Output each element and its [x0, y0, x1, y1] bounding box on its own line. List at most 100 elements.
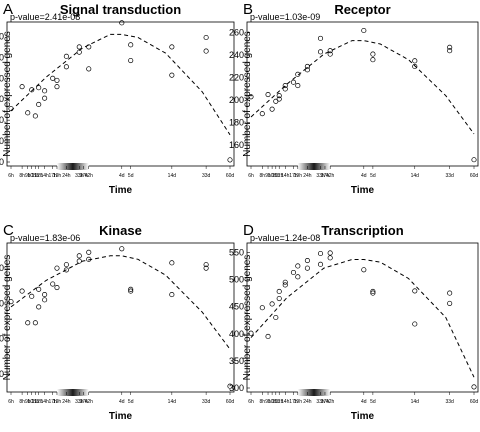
data-point [370, 57, 376, 63]
y-tick-label: 500 [229, 275, 244, 285]
data-point [304, 67, 310, 73]
x-tick-label: 5d [128, 399, 134, 405]
data-point [119, 246, 125, 252]
x-tick-label: 8h [260, 173, 266, 179]
y-tick-label: 220 [0, 298, 4, 308]
x-tick-label: 14d [168, 173, 177, 179]
x-tick-label: 60d [470, 173, 479, 179]
x-tick-label: 33d [446, 173, 455, 179]
x-tick-label: 24h [62, 399, 71, 405]
data-point [361, 267, 367, 273]
data-point [128, 286, 134, 292]
x-tick-label: 60d [470, 399, 479, 405]
data-point [370, 288, 376, 295]
y-tick-label: 160 [0, 157, 4, 167]
data-point [295, 274, 301, 280]
y-tick-label: 240 [0, 73, 4, 83]
data-point [273, 314, 279, 321]
data-point [50, 281, 56, 287]
data-point [54, 84, 60, 90]
data-point [42, 88, 48, 94]
x-tick-label: 12h [35, 399, 44, 405]
x-tick-label: 6h [248, 399, 254, 405]
x-tick-label: 5d [128, 173, 134, 179]
data-point [76, 49, 82, 55]
x-tick-label: 10h [268, 173, 277, 179]
y-tick-label: 400 [229, 329, 244, 339]
time-gradient-band [56, 389, 89, 396]
x-tick-label: 5d [370, 399, 376, 405]
x-tick-label: 42h [85, 399, 94, 405]
data-point [269, 301, 275, 307]
x-axis-label: Time [109, 185, 133, 196]
x-tick-label: 9h [265, 173, 271, 179]
data-point [317, 35, 324, 41]
data-point [265, 333, 271, 340]
y-tick-label: 350 [229, 356, 244, 366]
data-point [86, 249, 92, 255]
fit-curve [10, 255, 231, 350]
data-point [36, 85, 42, 91]
x-tick-label: 17h [49, 399, 58, 405]
x-tick-label: 10h [28, 399, 37, 405]
data-point [50, 75, 56, 81]
data-point [227, 383, 233, 389]
y-tick-label: 180 [0, 136, 4, 146]
data-point [276, 96, 282, 102]
x-tick-label: 60d [226, 399, 235, 405]
data-point [361, 27, 367, 34]
x-tick-label: 33h [75, 173, 84, 179]
data-point [447, 290, 453, 296]
data-point [8, 106, 14, 112]
x-tick-label: 37h [79, 399, 88, 405]
x-tick-label: 8h [19, 173, 25, 179]
data-point [128, 288, 134, 294]
data-point [276, 288, 282, 295]
x-tick-label: 14d [411, 173, 420, 179]
x-tick-label: 19h [294, 173, 303, 179]
x-tick-label: 14h [281, 399, 290, 405]
data-point [54, 77, 60, 83]
data-point [317, 250, 324, 257]
x-tick-label: 19h [53, 173, 62, 179]
x-tick-label: 42h [85, 173, 94, 179]
data-point [36, 101, 42, 108]
data-point [227, 157, 233, 163]
data-point [169, 44, 175, 50]
y-tick-label: 260 [0, 52, 4, 62]
plot-frame [246, 21, 479, 167]
data-point [471, 384, 477, 390]
data-point [412, 321, 418, 327]
x-tick-label: 12h [275, 399, 284, 405]
data-point [19, 288, 25, 294]
data-point [327, 48, 333, 54]
data-point [248, 94, 254, 100]
data-point [63, 262, 69, 268]
data-point [76, 258, 82, 264]
data-point [447, 44, 453, 50]
data-point [282, 282, 288, 288]
data-point [63, 64, 69, 70]
y-axis-label: Number of expressed genes [242, 31, 253, 157]
fit-curve [250, 259, 475, 378]
x-tick-label: 17h [289, 173, 298, 179]
data-point [203, 262, 209, 268]
data-point [42, 95, 48, 101]
data-point [76, 253, 82, 259]
data-point [128, 42, 134, 48]
data-point [304, 265, 310, 271]
x-tick-label: 33h [75, 399, 84, 405]
panel-title: Signal transduction [60, 2, 181, 17]
data-point [8, 299, 14, 305]
x-tick-label: 12h [275, 173, 284, 179]
data-point [265, 92, 271, 98]
y-tick-label: 450 [229, 302, 244, 312]
data-point [290, 79, 297, 85]
x-tick-label: 4d [119, 399, 125, 405]
data-point [269, 106, 275, 112]
data-point [54, 284, 60, 291]
x-tick-label: 4d [119, 173, 125, 179]
y-tick-label: 220 [229, 73, 244, 83]
data-point [327, 255, 333, 261]
